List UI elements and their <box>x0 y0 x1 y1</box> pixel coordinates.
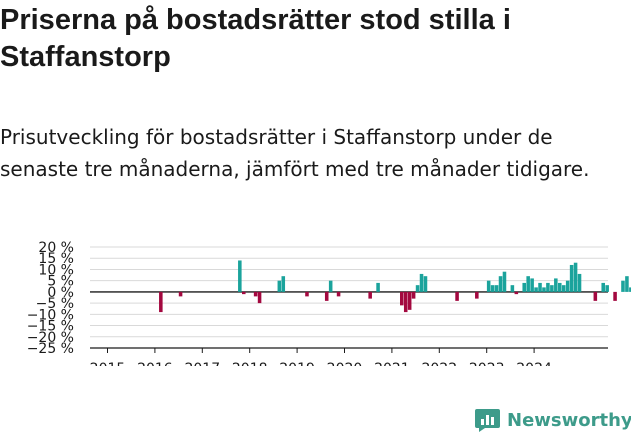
newsworthy-logo-icon <box>475 409 500 432</box>
bar <box>475 291 479 299</box>
bar <box>486 280 491 292</box>
bar <box>376 282 380 292</box>
chart-title: Priserna på bostadsrätter stod stilla i … <box>0 4 511 73</box>
x-tick-label: 2023 <box>469 361 505 366</box>
x-tick-label: 2020 <box>327 361 363 366</box>
bar <box>538 282 542 292</box>
bar <box>328 280 333 292</box>
bar <box>510 285 515 292</box>
bar <box>368 291 372 299</box>
bar <box>455 291 459 301</box>
bar <box>423 276 428 292</box>
y-tick-label: 5 % <box>47 274 74 290</box>
y-tick-label: −10 % <box>27 307 74 323</box>
bar <box>419 273 424 292</box>
bar <box>277 280 282 292</box>
x-tick-label: 2019 <box>279 361 315 366</box>
y-tick-label: 15 % <box>38 251 74 267</box>
bar <box>565 280 570 292</box>
bar <box>561 285 566 292</box>
bar <box>498 276 503 292</box>
bar <box>238 260 242 292</box>
bar <box>577 273 582 292</box>
bar <box>178 291 183 297</box>
bar <box>514 291 519 295</box>
y-tick-label: 20 % <box>38 240 74 256</box>
bar <box>490 285 495 292</box>
bar <box>605 285 609 292</box>
bar <box>530 278 534 292</box>
bar <box>593 291 598 301</box>
brand-name: Newsworthy <box>507 410 631 431</box>
bar <box>324 291 329 301</box>
bar <box>403 291 408 313</box>
bar <box>415 285 420 292</box>
bar <box>534 287 538 292</box>
bar <box>550 285 554 292</box>
bar <box>554 278 558 292</box>
bar <box>242 291 246 295</box>
bar-chart: −25 %−20 %−15 %−10 %−5 %0 %5 %10 %15 %20… <box>27 240 631 366</box>
y-tick-label: −25 % <box>27 341 74 357</box>
bar <box>573 262 578 292</box>
bar <box>494 285 499 292</box>
chart-grid <box>90 246 608 349</box>
y-tick-label: −15 % <box>27 319 74 335</box>
chart-subtitle: Prisutveckling för bostadsrätter i Staff… <box>0 125 590 181</box>
bar <box>407 291 412 310</box>
x-tick-label: 2022 <box>421 361 457 366</box>
bar <box>625 276 629 292</box>
y-axis-labels: −25 %−20 %−15 %−10 %−5 %0 %5 %10 %15 %20… <box>27 240 74 357</box>
bar <box>601 282 605 292</box>
bar <box>629 287 631 292</box>
bar <box>502 271 507 292</box>
x-tick-label: 2016 <box>137 361 173 366</box>
bar <box>281 276 286 292</box>
bar <box>253 291 258 297</box>
y-tick-label: 0 % <box>47 285 74 301</box>
y-tick-label: 10 % <box>38 262 74 278</box>
x-tick-label: 2018 <box>232 361 268 366</box>
bar <box>569 264 574 292</box>
y-tick-label: −20 % <box>27 330 74 346</box>
chart-bars <box>159 260 631 313</box>
x-tick-label: 2021 <box>374 361 410 366</box>
bar <box>526 276 530 292</box>
brand-logo: Newsworthy <box>474 408 631 433</box>
bar <box>336 291 341 297</box>
bar <box>305 291 309 297</box>
x-tick-label: 2024 <box>516 361 552 366</box>
bar <box>613 291 617 301</box>
y-tick-label: −5 % <box>36 296 74 312</box>
bar <box>522 282 526 292</box>
bar <box>542 287 546 292</box>
bar <box>546 282 550 292</box>
bar <box>257 291 262 304</box>
bar <box>400 291 404 306</box>
bar <box>159 291 163 313</box>
bar <box>558 282 562 292</box>
x-axis: 2015 2016 2017 2018 2019 2020 2021 2022 2023 2024 <box>90 347 608 366</box>
bar <box>411 291 416 299</box>
x-tick-label: 2015 <box>90 361 126 366</box>
bar <box>621 280 625 292</box>
x-tick-label: 2017 <box>184 361 220 366</box>
